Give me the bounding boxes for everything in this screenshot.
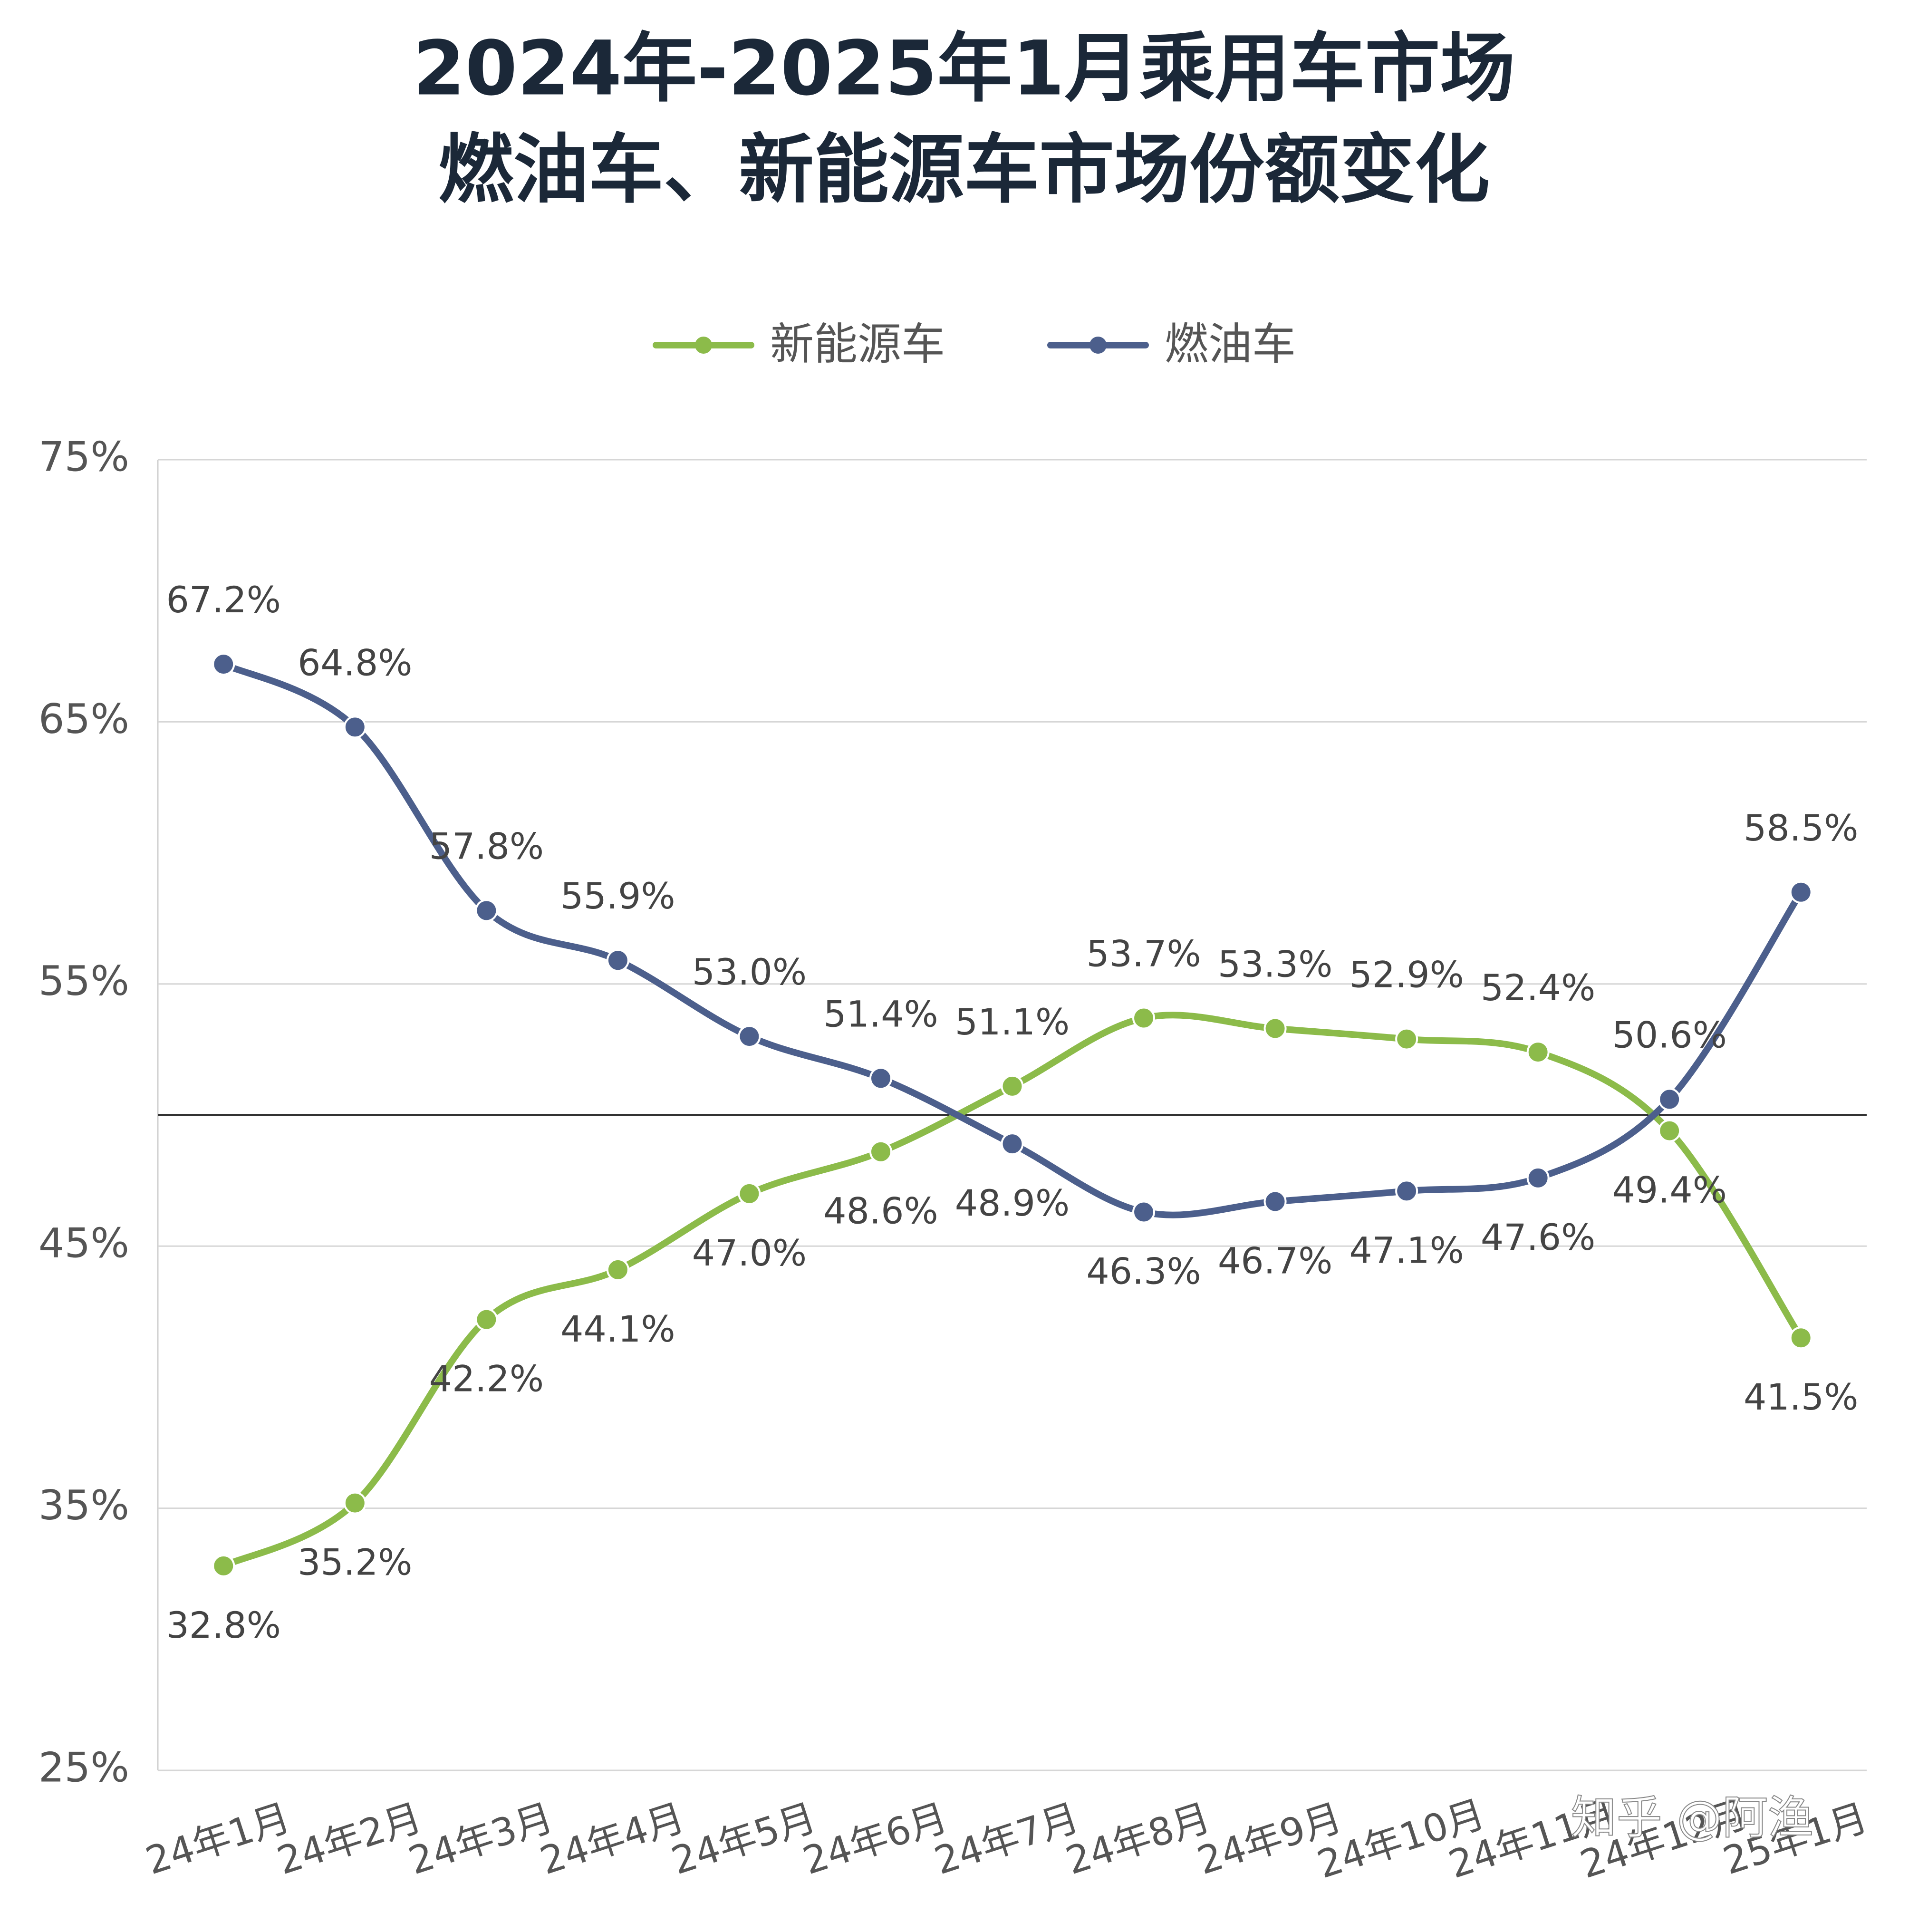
data-point xyxy=(475,1308,498,1331)
data-point xyxy=(738,1182,761,1205)
y-tick-label: 45% xyxy=(39,1220,129,1267)
data-point xyxy=(1658,1119,1681,1142)
legend-label: 新能源车 xyxy=(770,319,945,369)
data-point xyxy=(738,1025,761,1048)
data-label: 42.2% xyxy=(429,1358,544,1400)
data-point xyxy=(1001,1074,1024,1098)
chart-title: 2024年-2025年1月乘用车市场 xyxy=(413,25,1515,112)
data-point xyxy=(1526,1166,1550,1189)
data-point xyxy=(1789,880,1812,904)
legend-label: 燃油车 xyxy=(1165,319,1296,369)
data-point xyxy=(212,1554,235,1577)
data-point xyxy=(1132,1006,1156,1030)
data-label: 53.3% xyxy=(1218,943,1332,985)
data-label: 52.9% xyxy=(1349,954,1464,996)
data-point xyxy=(1526,1041,1550,1064)
data-label: 52.4% xyxy=(1481,966,1595,1009)
data-label: 58.5% xyxy=(1744,807,1858,849)
data-point xyxy=(1263,1017,1287,1040)
data-label: 35.2% xyxy=(298,1541,412,1584)
data-label: 41.5% xyxy=(1744,1376,1858,1418)
data-label: 48.9% xyxy=(955,1182,1070,1224)
data-label: 64.8% xyxy=(298,641,412,684)
data-point xyxy=(1658,1088,1681,1111)
data-point xyxy=(1395,1027,1418,1051)
data-label: 46.3% xyxy=(1086,1250,1201,1293)
legend-item: 新能源车 xyxy=(653,319,945,369)
data-point xyxy=(343,715,366,739)
data-point xyxy=(606,1258,629,1281)
data-label: 55.9% xyxy=(560,875,675,917)
data-point xyxy=(869,1067,892,1090)
y-tick-label: 25% xyxy=(39,1744,129,1791)
data-label: 46.7% xyxy=(1218,1239,1332,1282)
data-point xyxy=(475,899,498,922)
data-label: 49.4% xyxy=(1612,1169,1726,1211)
y-tick-label: 35% xyxy=(39,1482,129,1529)
data-label: 47.1% xyxy=(1349,1229,1464,1271)
data-label: 47.0% xyxy=(692,1232,807,1274)
data-point xyxy=(212,653,235,676)
data-label: 67.2% xyxy=(166,579,281,621)
chart-subtitle: 燃油车、新能源车市场份额变化 xyxy=(438,126,1490,213)
data-label: 47.6% xyxy=(1481,1216,1595,1258)
data-point xyxy=(1001,1132,1024,1156)
y-tick-label: 75% xyxy=(39,433,129,481)
data-point xyxy=(1132,1200,1156,1224)
data-label: 32.8% xyxy=(166,1604,281,1646)
data-point xyxy=(606,949,629,972)
legend-marker xyxy=(695,337,712,354)
y-tick-label: 55% xyxy=(39,957,129,1005)
legend-item: 燃油车 xyxy=(1047,319,1296,369)
data-point xyxy=(343,1491,366,1515)
data-point xyxy=(1395,1179,1418,1203)
legend-marker xyxy=(1089,337,1107,354)
data-label: 48.6% xyxy=(823,1190,938,1232)
data-point xyxy=(1263,1190,1287,1213)
data-label: 57.8% xyxy=(429,825,544,867)
data-point xyxy=(869,1140,892,1163)
watermark: 知乎 @阿渔 xyxy=(1571,1791,1814,1844)
data-label: 44.1% xyxy=(560,1308,675,1350)
y-tick-label: 65% xyxy=(39,696,129,743)
data-label: 53.7% xyxy=(1086,932,1201,975)
data-label: 51.1% xyxy=(955,1001,1070,1043)
data-label: 51.4% xyxy=(823,993,938,1035)
data-point xyxy=(1789,1326,1812,1350)
data-label: 53.0% xyxy=(692,951,807,993)
data-label: 50.6% xyxy=(1612,1014,1726,1056)
